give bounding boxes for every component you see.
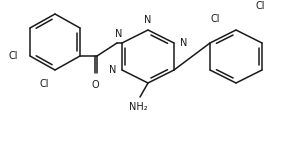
Text: N: N <box>115 29 123 39</box>
Text: N: N <box>109 65 116 75</box>
Text: N: N <box>180 38 187 48</box>
Text: Cl: Cl <box>9 51 18 61</box>
Text: Cl: Cl <box>211 14 220 24</box>
Text: Cl: Cl <box>255 1 265 11</box>
Text: NH₂: NH₂ <box>129 102 147 112</box>
Text: N: N <box>144 15 152 25</box>
Text: O: O <box>91 80 99 90</box>
Text: Cl: Cl <box>39 79 49 89</box>
